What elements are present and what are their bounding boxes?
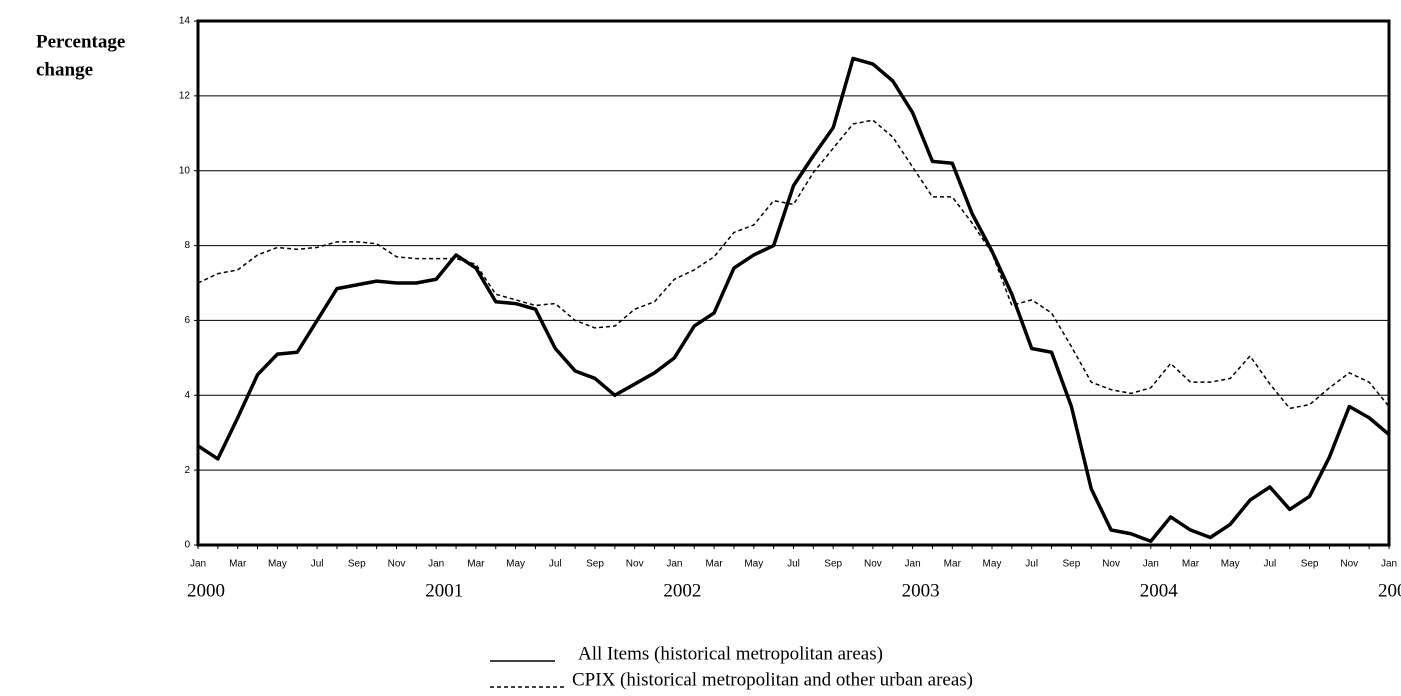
- year-label: 2003: [902, 580, 940, 601]
- x-tick-label: Mar: [944, 559, 962, 570]
- y-tick-label: 6: [184, 315, 190, 326]
- legend-label: CPIX (historical metropolitan and other …: [572, 669, 973, 690]
- y-tick-label: 4: [184, 390, 190, 401]
- x-tick-label: Jul: [549, 559, 562, 570]
- x-tick-label: Jul: [311, 559, 324, 570]
- y-tick-label: 2: [184, 465, 190, 476]
- x-tick-label: May: [506, 559, 525, 570]
- x-tick-label: Sep: [824, 559, 842, 570]
- x-tick-label: Mar: [705, 559, 723, 570]
- plot-frame: [196, 19, 1391, 547]
- year-label: 2001: [425, 580, 463, 601]
- year-label: 2000: [187, 580, 225, 601]
- x-tick-label: May: [744, 559, 763, 570]
- x-tick-label: Sep: [1063, 559, 1081, 570]
- x-tick-label: Mar: [229, 559, 247, 570]
- series-line: [197, 119, 1390, 410]
- y-tick-label: 0: [184, 540, 190, 551]
- x-tick-label: Jul: [1025, 559, 1038, 570]
- x-tick-label: Nov: [864, 559, 882, 570]
- x-tick-label: Sep: [1301, 559, 1319, 570]
- x-tick-label: Jan: [1143, 559, 1159, 570]
- x-tick-label: Sep: [586, 559, 604, 570]
- x-tick-label: Nov: [388, 559, 406, 570]
- y-axis-label-2: change: [36, 59, 93, 80]
- x-tick-label: Sep: [348, 559, 366, 570]
- x-tick-label: Nov: [1102, 559, 1120, 570]
- x-tick-label: Nov: [1340, 559, 1358, 570]
- x-tick-label: May: [983, 559, 1002, 570]
- y-tick-label: 12: [179, 90, 191, 101]
- x-tick-label: Nov: [626, 559, 644, 570]
- series-line: [197, 56, 1391, 544]
- x-tick-label: Mar: [1182, 559, 1200, 570]
- y-tick-label: 10: [179, 165, 191, 176]
- y-axis-label-1: Percentage: [36, 31, 125, 52]
- x-tick-label: May: [1221, 559, 1240, 570]
- x-tick-label: Jan: [1381, 559, 1397, 570]
- year-label: 2002: [663, 580, 701, 601]
- x-tick-label: Jan: [190, 559, 206, 570]
- legend-label: All Items (historical metropolitan areas…: [578, 643, 883, 664]
- y-tick-label: 14: [179, 16, 191, 27]
- x-tick-label: Jul: [1264, 559, 1277, 570]
- x-tick-label: Jan: [666, 559, 682, 570]
- y-tick-label: 8: [184, 240, 190, 251]
- year-label: 2004: [1140, 580, 1179, 601]
- x-tick-label: May: [268, 559, 287, 570]
- x-tick-label: Mar: [467, 559, 485, 570]
- x-tick-label: Jan: [905, 559, 921, 570]
- x-tick-label: Jul: [787, 559, 800, 570]
- x-tick-label: Jan: [428, 559, 444, 570]
- year-label: 2005: [1378, 580, 1401, 601]
